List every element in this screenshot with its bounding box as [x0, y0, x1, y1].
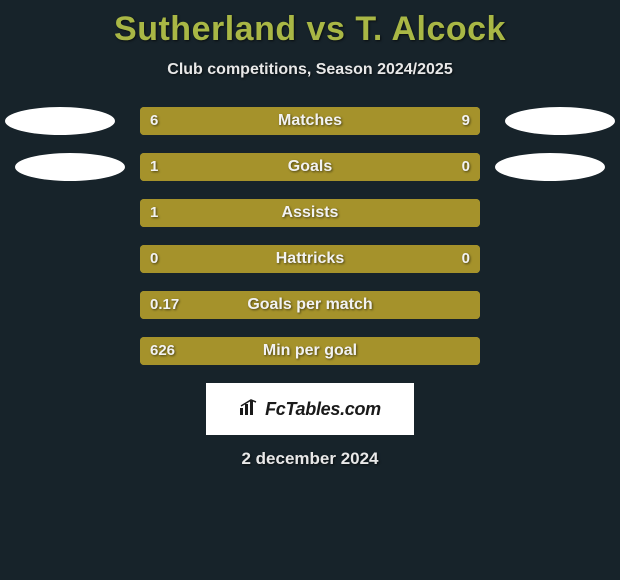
stat-value-left: 626: [150, 337, 175, 365]
stat-value-left: 6: [150, 107, 158, 135]
stat-bar-track: [140, 153, 480, 181]
stat-row: Assists1: [0, 199, 620, 227]
stat-row: Min per goal626: [0, 337, 620, 365]
date-line: 2 december 2024: [0, 449, 620, 469]
page-title: Sutherland vs T. Alcock: [0, 0, 620, 49]
stat-value-left: 0: [150, 245, 158, 273]
stat-value-right: 9: [462, 107, 470, 135]
stat-bar-track: [140, 245, 480, 273]
stat-value-left: 0.17: [150, 291, 179, 319]
stat-value-left: 1: [150, 153, 158, 181]
stat-row: Hattricks00: [0, 245, 620, 273]
subtitle: Club competitions, Season 2024/2025: [0, 61, 620, 79]
stat-bar-left-fill: [140, 199, 480, 227]
logo-text: FcTables.com: [265, 399, 381, 420]
stat-value-right: 0: [462, 245, 470, 273]
stat-bar-track: [140, 291, 480, 319]
stat-bar-right-fill: [276, 107, 480, 135]
stat-value-left: 1: [150, 199, 158, 227]
stat-bar-left-fill: [140, 337, 480, 365]
stats-area: Matches69Goals10Assists1Hattricks00Goals…: [0, 107, 620, 365]
stat-bar-left-fill: [140, 153, 405, 181]
site-logo[interactable]: FcTables.com: [206, 383, 414, 435]
stat-bar-track: [140, 107, 480, 135]
stat-bar-track: [140, 199, 480, 227]
stat-bar-track: [140, 337, 480, 365]
stat-bar-left-fill: [140, 245, 480, 273]
stat-bar-left-fill: [140, 291, 480, 319]
stat-value-right: 0: [462, 153, 470, 181]
stat-bar-left-fill: [140, 107, 276, 135]
chart-icon: [239, 398, 261, 421]
stat-row: Goals10: [0, 153, 620, 181]
stat-row: Goals per match0.17: [0, 291, 620, 319]
stat-row: Matches69: [0, 107, 620, 135]
